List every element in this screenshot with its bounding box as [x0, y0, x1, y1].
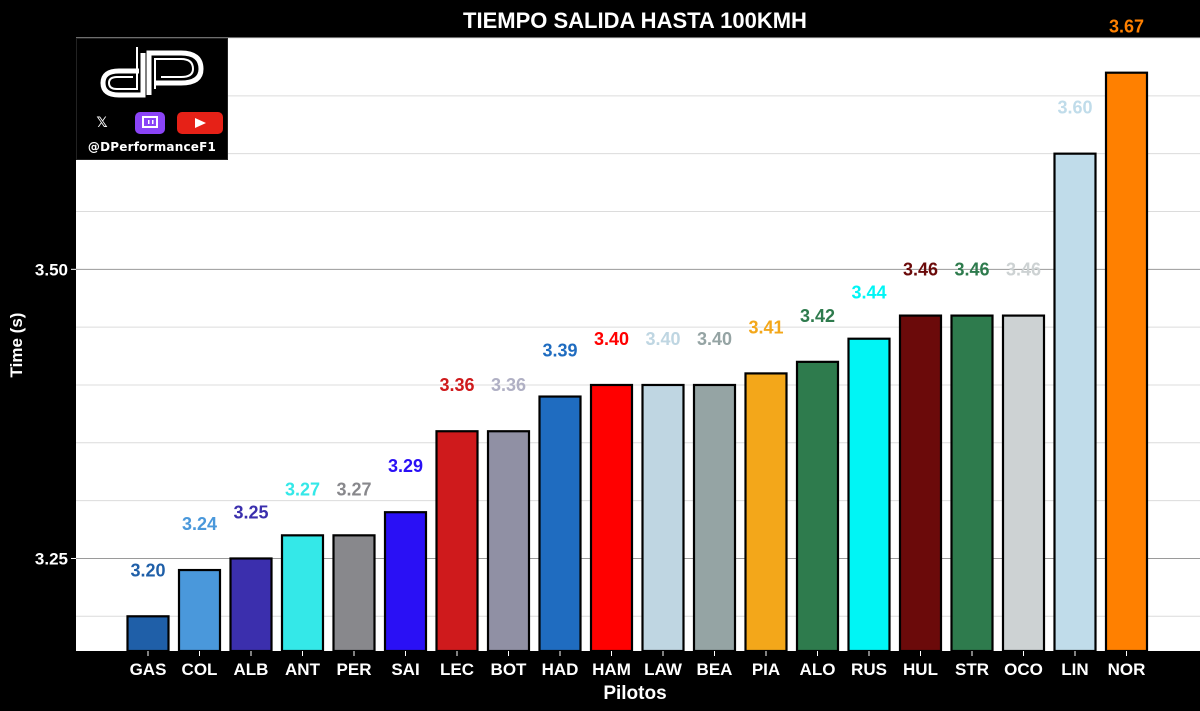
value-label-alo: 3.42 [800, 306, 835, 326]
value-label-ant: 3.27 [285, 479, 320, 499]
value-label-hul: 3.46 [903, 260, 938, 280]
dp-logo: 𝕏 @DPerformanceF1 [76, 38, 228, 160]
x-tick-label-hul: HUL [903, 660, 938, 679]
y-tick-label: 3.50 [35, 260, 68, 279]
value-label-had: 3.39 [542, 341, 577, 361]
value-label-nor: 3.67 [1109, 17, 1144, 37]
bar-sai [383, 511, 428, 653]
value-label-ham: 3.40 [594, 329, 629, 349]
value-label-oco: 3.46 [1006, 260, 1041, 280]
dp-monogram-icon [100, 47, 204, 98]
chart-title: TIEMPO SALIDA HASTA 100KMH [463, 8, 807, 33]
bar-ham [589, 383, 634, 653]
bar-hul [898, 314, 943, 653]
bar-per [332, 534, 376, 653]
bar-law [641, 383, 685, 653]
x-tick-label-had: HAD [542, 660, 579, 679]
x-tick-label-alb: ALB [234, 660, 269, 679]
bar-lec [435, 430, 479, 653]
value-label-bot: 3.36 [491, 375, 526, 395]
value-label-gas: 3.20 [130, 560, 165, 580]
y-tick-labels: 3.25 3.50 [35, 260, 76, 568]
bar-alo [795, 360, 840, 653]
x-tick-label-bot: BOT [491, 660, 528, 679]
x-tick-label-ant: ANT [285, 660, 321, 679]
value-label-col: 3.24 [182, 514, 217, 534]
x-tick-labels: GAS COL ALB ANT PER SAI LEC BOT HAD HAM LAW BEA PIA A… [130, 651, 1146, 679]
x-tick-label-gas: GAS [130, 660, 167, 679]
bar-lin [1053, 152, 1097, 653]
value-label-law: 3.40 [645, 329, 680, 349]
x-tick-label-str: STR [955, 660, 989, 679]
bar-ant [280, 534, 325, 653]
x-tick-label-bea: BEA [697, 660, 733, 679]
bar-oco [1001, 314, 1046, 653]
value-label-str: 3.46 [954, 260, 989, 280]
twitch-icon [135, 112, 165, 134]
value-label-per: 3.27 [336, 479, 371, 499]
bar-rus [847, 337, 891, 653]
bar-gas [126, 615, 170, 653]
value-label-bea: 3.40 [697, 329, 732, 349]
x-tick-label-per: PER [337, 660, 372, 679]
bar-pia [744, 372, 788, 653]
x-tick-label-alo: ALO [800, 660, 836, 679]
bar-nor [1104, 71, 1149, 653]
x-icon: 𝕏 [96, 115, 108, 131]
value-labels: 3.20 3.24 3.25 3.27 3.27 3.29 3.36 3.36 3.39 3.40… [130, 17, 1144, 581]
x-tick-label-ham: HAM [592, 660, 631, 679]
x-tick-label-nor: NOR [1108, 660, 1146, 679]
x-tick-label-law: LAW [644, 660, 683, 679]
x-tick-label-pia: PIA [752, 660, 780, 679]
y-axis-label: Time (s) [7, 313, 26, 378]
bar-bea [692, 383, 737, 653]
bar-col [177, 568, 222, 653]
grid-lines [76, 37, 1200, 617]
value-label-pia: 3.41 [748, 317, 783, 337]
bar-had [538, 395, 582, 653]
x-tick-label-lec: LEC [440, 660, 474, 679]
value-label-rus: 3.44 [851, 283, 886, 303]
x-tick-label-rus: RUS [851, 660, 887, 679]
x-tick-label-sai: SAI [391, 660, 419, 679]
bar-alb [229, 557, 273, 653]
x-tick-label-col: COL [182, 660, 218, 679]
bar-bot [486, 430, 531, 653]
value-label-sai: 3.29 [388, 456, 423, 476]
value-label-lin: 3.60 [1057, 98, 1092, 118]
x-axis-label: Pilotos [603, 683, 666, 704]
bar-str [950, 314, 994, 653]
logo-handle: @DPerformanceF1 [87, 140, 217, 154]
x-tick-label-oco: OCO [1004, 660, 1043, 679]
x-tick-label-lin: LIN [1061, 660, 1088, 679]
youtube-icon [177, 112, 223, 134]
y-tick-label: 3.25 [35, 549, 68, 568]
value-label-alb: 3.25 [233, 502, 268, 522]
value-label-lec: 3.36 [439, 375, 474, 395]
